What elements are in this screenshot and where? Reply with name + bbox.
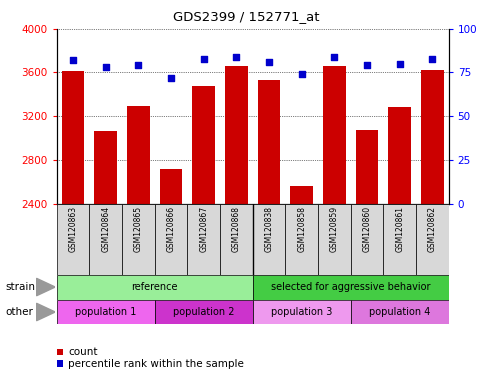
Text: GSM120838: GSM120838 xyxy=(264,206,274,252)
Point xyxy=(135,63,142,69)
Bar xyxy=(285,204,318,275)
Bar xyxy=(220,204,252,275)
Text: strain: strain xyxy=(5,282,35,292)
Text: population 4: population 4 xyxy=(369,307,430,317)
Bar xyxy=(388,108,411,204)
Text: population 3: population 3 xyxy=(271,307,332,317)
Text: GSM120863: GSM120863 xyxy=(69,206,77,252)
Text: GSM120867: GSM120867 xyxy=(199,206,208,252)
Bar xyxy=(160,169,182,204)
Point xyxy=(232,54,240,60)
Bar xyxy=(383,204,416,275)
Text: reference: reference xyxy=(132,282,178,292)
Bar xyxy=(257,80,281,204)
Bar xyxy=(155,300,252,324)
Point xyxy=(396,61,404,67)
Bar xyxy=(323,66,346,204)
Point xyxy=(265,59,273,65)
Bar xyxy=(94,131,117,204)
Point xyxy=(428,55,436,61)
Bar xyxy=(351,204,383,275)
Bar xyxy=(351,300,449,324)
Text: count: count xyxy=(68,347,98,357)
Bar xyxy=(290,186,313,204)
Bar xyxy=(57,204,89,275)
Text: GSM120864: GSM120864 xyxy=(101,206,110,252)
Point xyxy=(363,63,371,69)
Bar xyxy=(225,66,248,204)
Bar xyxy=(89,204,122,275)
Polygon shape xyxy=(36,278,55,296)
Bar xyxy=(122,204,155,275)
Bar xyxy=(155,204,187,275)
Point xyxy=(330,54,338,60)
Bar xyxy=(252,204,285,275)
Text: GSM120861: GSM120861 xyxy=(395,206,404,252)
Text: selected for aggressive behavior: selected for aggressive behavior xyxy=(271,282,430,292)
Bar xyxy=(355,130,379,204)
Bar xyxy=(127,106,150,204)
Bar xyxy=(421,70,444,204)
Bar xyxy=(252,300,351,324)
Point xyxy=(69,57,77,63)
Text: population 2: population 2 xyxy=(173,307,234,317)
Text: GSM120862: GSM120862 xyxy=(428,206,437,252)
Bar xyxy=(62,71,84,204)
Point xyxy=(102,64,109,70)
Text: GSM120866: GSM120866 xyxy=(167,206,176,252)
Bar xyxy=(187,204,220,275)
Bar xyxy=(192,86,215,204)
Text: GSM120865: GSM120865 xyxy=(134,206,143,252)
Bar xyxy=(318,204,351,275)
Text: other: other xyxy=(5,307,33,317)
Text: GSM120859: GSM120859 xyxy=(330,206,339,252)
Text: percentile rank within the sample: percentile rank within the sample xyxy=(68,359,244,369)
Point xyxy=(167,74,175,81)
Point xyxy=(298,71,306,77)
Bar xyxy=(57,275,252,300)
Text: GDS2399 / 152771_at: GDS2399 / 152771_at xyxy=(173,10,320,23)
Bar xyxy=(252,275,449,300)
Point xyxy=(200,55,208,61)
Bar xyxy=(57,300,155,324)
Text: GSM120868: GSM120868 xyxy=(232,206,241,252)
Text: population 1: population 1 xyxy=(75,307,137,317)
Bar xyxy=(416,204,449,275)
Text: GSM120858: GSM120858 xyxy=(297,206,306,252)
Polygon shape xyxy=(36,303,55,321)
Text: GSM120860: GSM120860 xyxy=(362,206,372,252)
